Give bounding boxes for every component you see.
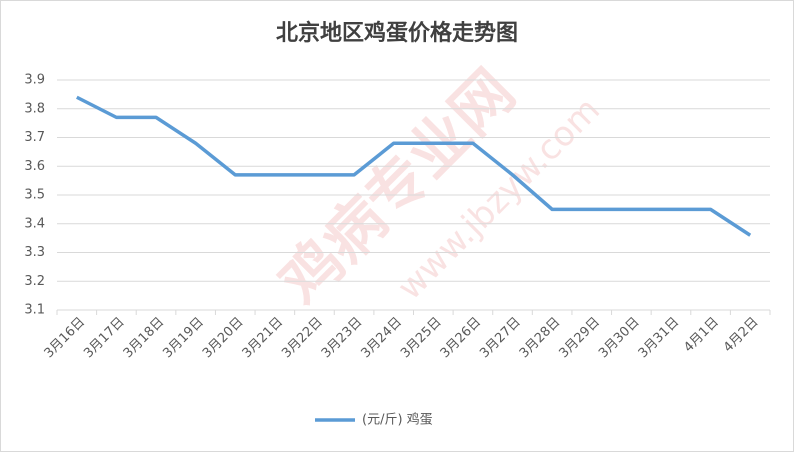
y-tick-label: 3.2 xyxy=(24,274,45,289)
chart-title: 北京地区鸡蛋价格走势图 xyxy=(276,20,518,46)
y-tick-label: 3.7 xyxy=(24,130,45,145)
data-line xyxy=(76,95,752,237)
y-tick-label: 3.8 xyxy=(24,101,45,116)
y-tick-label: 3.3 xyxy=(24,245,45,260)
y-tick-label: 3.4 xyxy=(24,216,45,231)
y-tick-label: 3.6 xyxy=(24,159,45,174)
y-tick-label: 3.5 xyxy=(24,188,45,203)
y-tick-label: 3.9 xyxy=(24,73,45,88)
y-tick-label: 3.1 xyxy=(24,303,45,318)
legend-label: (元/斤) 鸡蛋 xyxy=(362,412,433,428)
